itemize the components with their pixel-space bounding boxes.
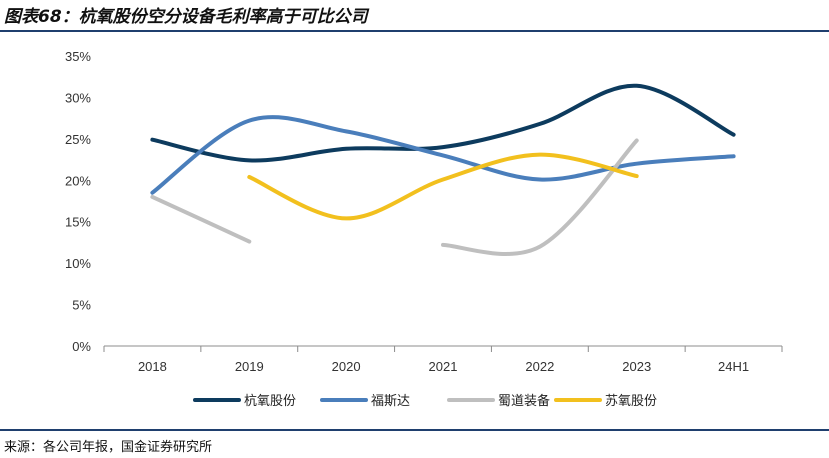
y-tick-label: 20% (65, 173, 91, 188)
series-line-4 (247, 152, 639, 221)
x-tick-label: 2021 (429, 359, 458, 374)
y-tick-label: 10% (65, 256, 91, 271)
x-tick-label: 2020 (332, 359, 361, 374)
legend: 杭氧股份 福斯达 蜀道装备 苏氧股份 (193, 393, 657, 409)
legend-label: 苏氧股份 (605, 393, 657, 409)
legend-label: 福斯达 (371, 394, 410, 409)
x-tick-label: 2019 (235, 359, 264, 374)
y-tick-label: 30% (65, 90, 91, 105)
series-lines (150, 83, 736, 256)
x-tick-label: 2023 (622, 359, 651, 374)
legend-label: 杭氧股份 (244, 394, 296, 409)
series-line-1 (150, 83, 736, 163)
series-line-2 (150, 115, 736, 195)
y-tick-label: 15% (65, 215, 91, 230)
y-tick-label: 25% (65, 132, 91, 147)
legend-label: 蜀道装备 (498, 393, 550, 409)
source-note: 来源：各公司年报，国金证券研究所 (4, 440, 213, 455)
chart-title: 图表68：杭氧股份空分设备毛利率高于可比公司 (4, 7, 368, 27)
source-rule (0, 429, 829, 431)
y-tick-label: 35% (65, 49, 91, 64)
x-axis: 2018 2019 2020 2021 2022 2023 24H1 (103, 345, 783, 374)
x-tick-label: 2022 (525, 359, 554, 374)
y-tick-label: 0% (72, 339, 91, 354)
title-rule (0, 30, 829, 32)
y-axis: 0% 5% 10% 15% 20% 25% 30% 35% (65, 49, 91, 354)
x-tick-label: 24H1 (718, 359, 749, 374)
series-line-3 (150, 194, 252, 244)
series-line-3 (441, 138, 639, 256)
x-tick-label: 2018 (138, 359, 167, 374)
y-tick-label: 5% (72, 298, 91, 313)
line-chart: 0%5%10%15%20%25%30%35% 2018 2019 2020 2021 2… (65, 49, 783, 409)
